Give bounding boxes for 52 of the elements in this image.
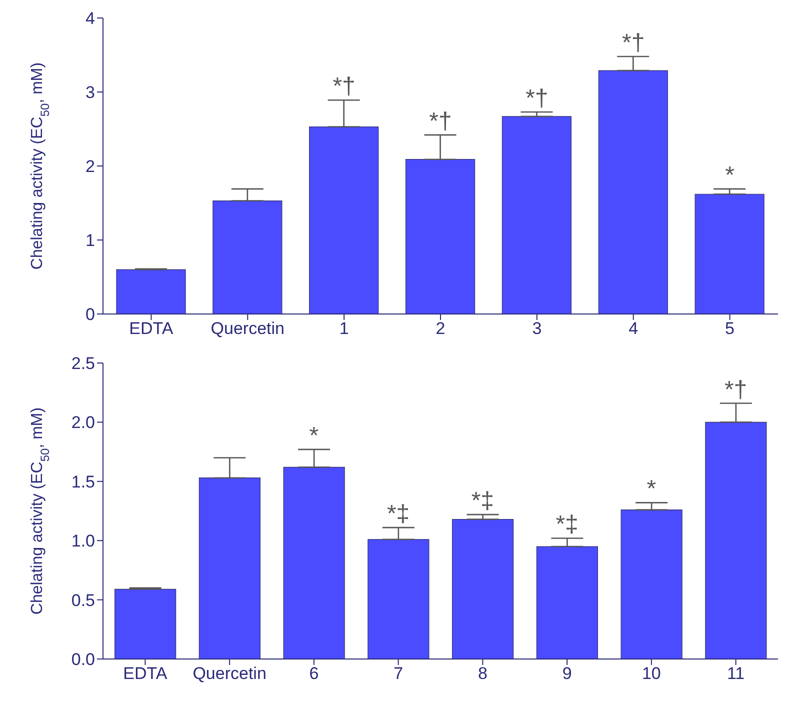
bar [212, 200, 282, 314]
y-tick-label: 0.5 [71, 590, 95, 610]
y-tick-label: 1.0 [71, 532, 95, 551]
bar [705, 422, 767, 659]
y-tick-label: 4 [86, 9, 95, 28]
annotation: *‡ [471, 488, 494, 515]
bar [620, 510, 682, 659]
y-tick-label: 0 [86, 305, 95, 324]
y-tick-label: 3 [86, 83, 95, 102]
bar [283, 466, 345, 659]
bar [694, 194, 764, 314]
bar [536, 546, 598, 659]
bar [368, 539, 430, 659]
y-tick-label: 2.0 [71, 413, 95, 432]
x-tick-label: 3 [532, 319, 542, 338]
bar [309, 126, 379, 314]
x-tick-label: 4 [628, 319, 638, 338]
x-tick-label: 11 [726, 664, 745, 684]
x-tick-label: 1 [339, 319, 349, 338]
annotation: *‡ [386, 500, 410, 528]
bar [116, 269, 186, 314]
annotation: *† [622, 29, 645, 56]
bar [114, 588, 176, 659]
x-tick-label: 6 [309, 664, 319, 684]
annotation: *† [429, 108, 452, 135]
bar [502, 116, 572, 314]
bar [452, 518, 514, 659]
x-tick-label: 2 [436, 319, 446, 338]
annotation: *‡ [556, 511, 578, 538]
annotation: *† [332, 73, 356, 100]
x-tick-label: 8 [478, 664, 488, 684]
annotation: * [725, 162, 734, 189]
bar [198, 478, 260, 659]
annotation: *† [724, 376, 748, 404]
bar [405, 159, 476, 314]
x-tick-label: Quercetin [210, 319, 284, 338]
x-tick-label: 9 [562, 664, 572, 684]
y-tick-label: 1 [86, 231, 95, 250]
x-tick-label: 5 [725, 319, 735, 338]
y-tick-label: 0.0 [71, 650, 95, 670]
y-tick-label: 2.5 [71, 354, 95, 374]
annotation: * [646, 476, 656, 503]
x-tick-label: 10 [642, 664, 661, 684]
annotation: *† [526, 84, 548, 112]
x-tick-label: EDTA [129, 319, 174, 338]
x-tick-label: Quercetin [192, 664, 266, 684]
x-tick-label: 7 [394, 664, 404, 684]
y-tick-label: 1.5 [71, 472, 95, 492]
bar [598, 70, 668, 314]
annotation: * [309, 422, 319, 450]
y-tick-label: 2 [86, 157, 95, 176]
x-tick-label: EDTA [123, 664, 168, 684]
